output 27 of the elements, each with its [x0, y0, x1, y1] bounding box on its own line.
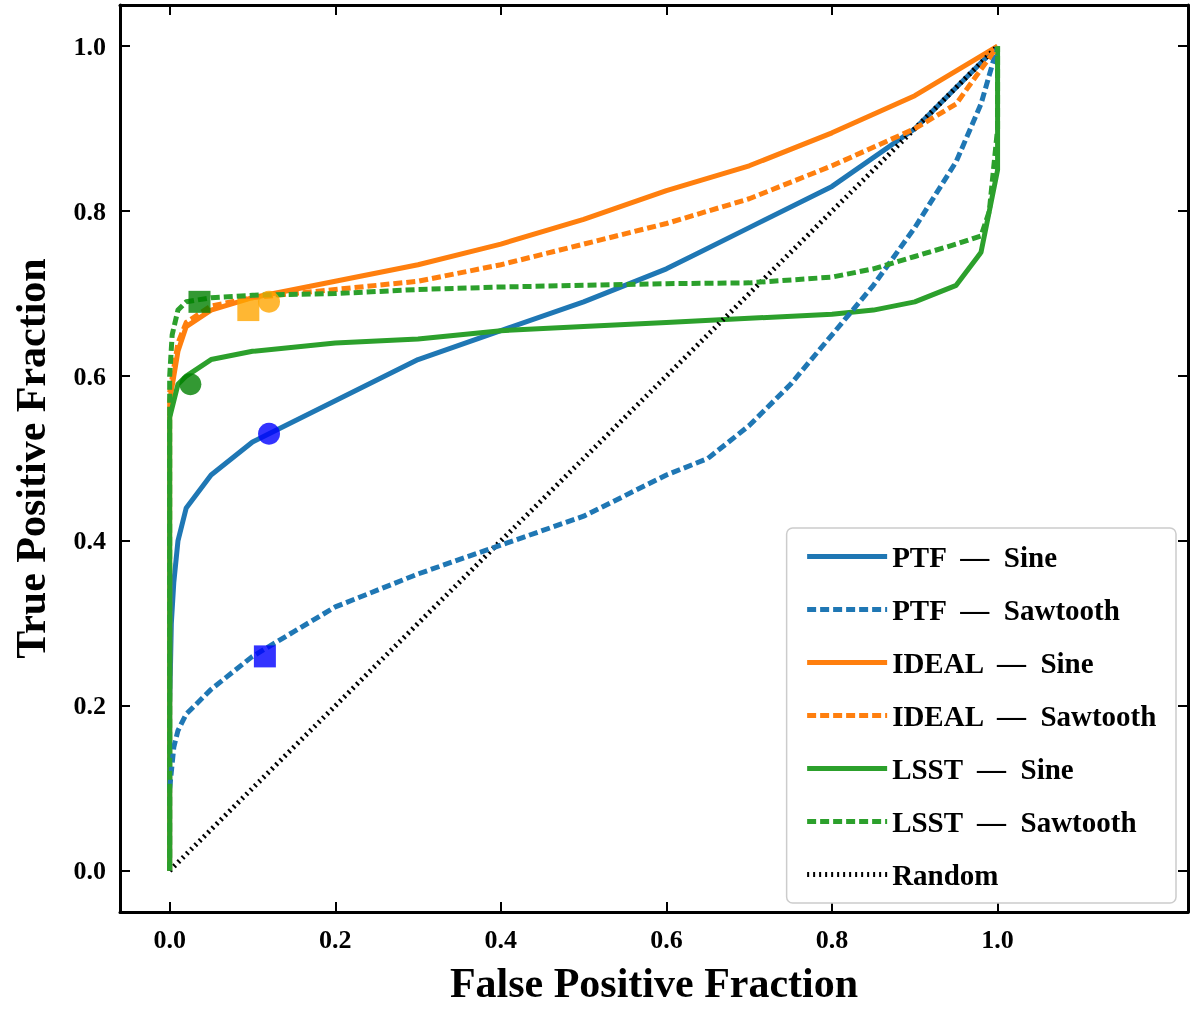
- legend-label: PTF — Sine: [892, 540, 1058, 573]
- legend-label: IDEAL — Sine: [892, 646, 1094, 679]
- y-tick-label: 0.4: [73, 526, 106, 556]
- point: [258, 422, 281, 445]
- y-tick-label: 0.6: [73, 361, 106, 391]
- x-tick-label: 0.0: [153, 924, 186, 954]
- point: [179, 373, 202, 396]
- x-tick-label: 0.6: [650, 924, 683, 954]
- legend-label: PTF — Sawtooth: [892, 593, 1120, 626]
- point: [237, 299, 260, 322]
- legend-label: LSST — Sawtooth: [892, 805, 1137, 838]
- legend-label: IDEAL — Sawtooth: [892, 699, 1157, 732]
- x-tick-label: 0.4: [484, 924, 518, 954]
- point: [188, 290, 211, 313]
- x-tick-label: 0.8: [815, 924, 849, 954]
- y-axis-title: True Positive Fraction: [8, 258, 54, 659]
- point: [258, 290, 281, 313]
- point: [253, 645, 276, 668]
- legend-label: LSST — Sine: [892, 752, 1074, 785]
- y-tick-label: 0.8: [73, 196, 106, 226]
- legend-label: Random: [892, 858, 999, 891]
- y-tick-label: 0.0: [73, 856, 106, 886]
- y-tick-label: 0.2: [73, 691, 106, 721]
- y-tick-label: 1.0: [73, 31, 106, 61]
- x-axis-title: False Positive Fraction: [449, 960, 859, 1006]
- x-tick-label: 1.0: [981, 924, 1014, 954]
- x-tick-label: 0.2: [319, 924, 352, 954]
